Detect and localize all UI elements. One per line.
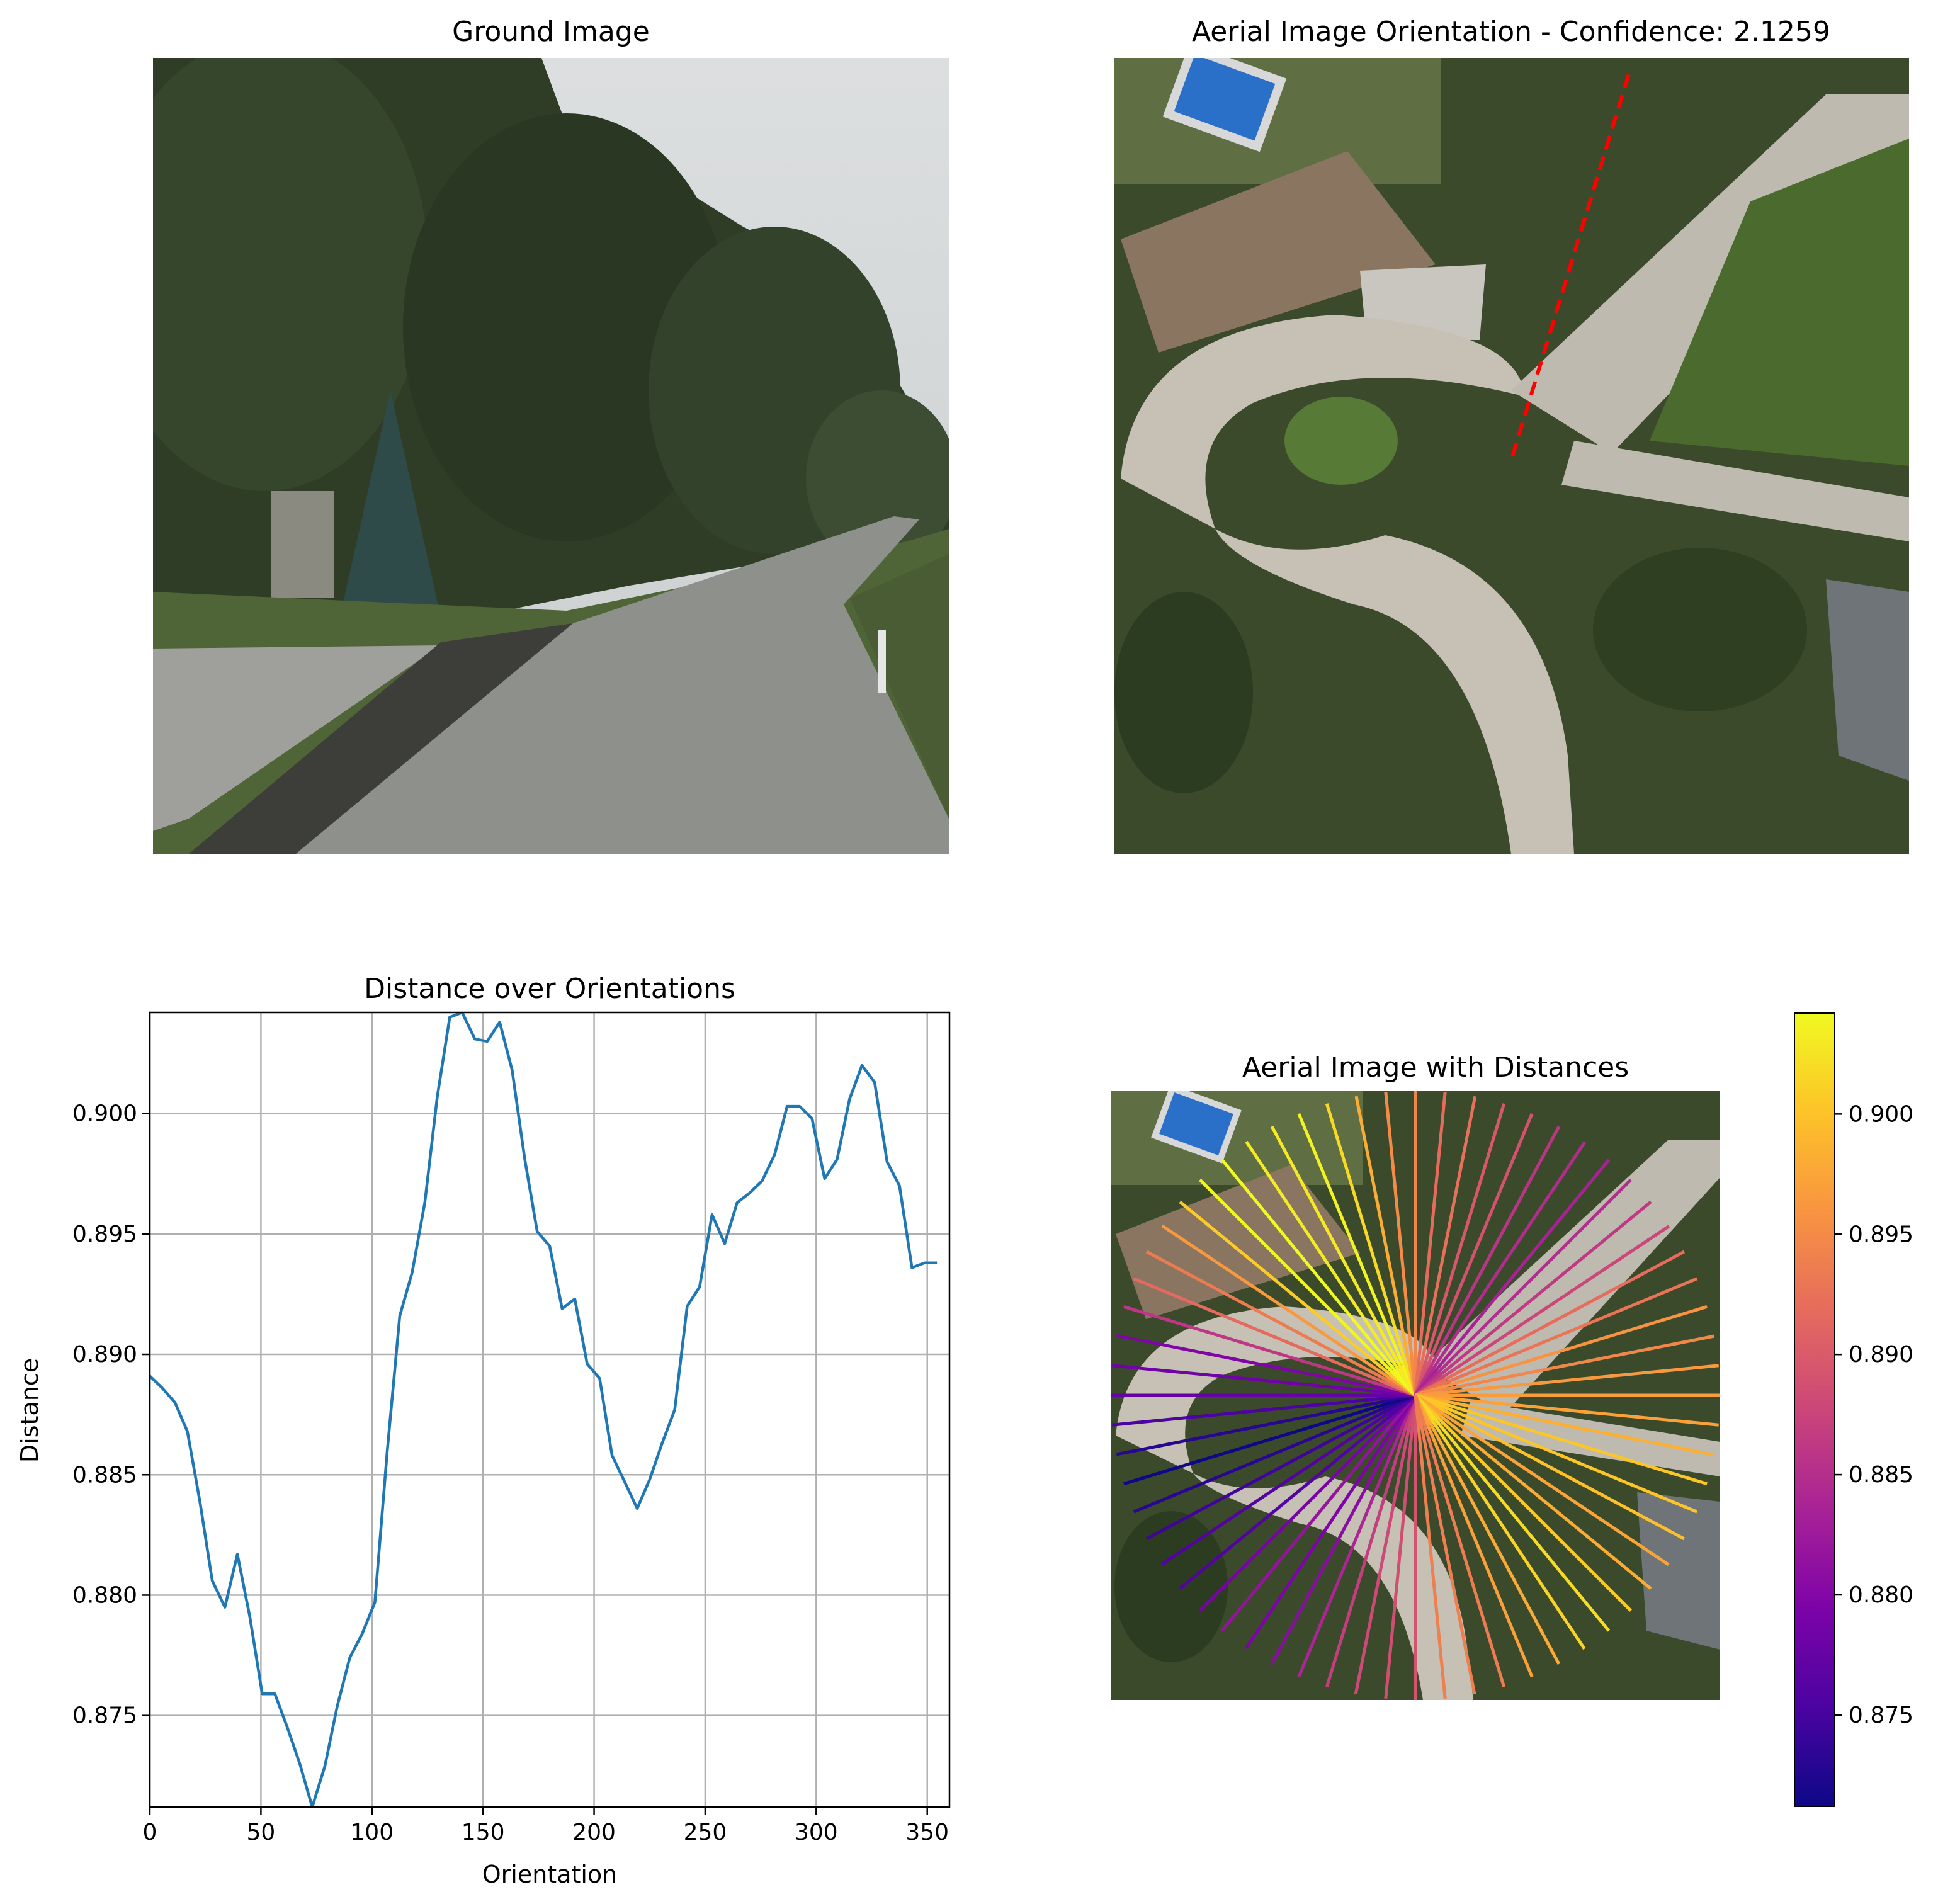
y-tick-label: 0.880 [72, 1582, 137, 1608]
distance-ray [1414, 1103, 1506, 1396]
y-tick-label: 0.890 [72, 1342, 137, 1368]
y-axis-label: Distance [16, 1358, 43, 1463]
y-axis-ticks: 0.875 0.880 0.885 0.890 0.895 0.900 [72, 1101, 150, 1729]
distance-ray [1116, 1393, 1416, 1456]
distance-ray [1414, 1395, 1506, 1687]
distance-ray [1179, 1200, 1417, 1397]
aerial-distances-title: Aerial Image with Distances [1242, 1051, 1629, 1084]
distance-ray [1415, 1393, 1708, 1486]
colorbar-tick-label: 0.900 [1849, 1101, 1913, 1127]
distance-ray [1354, 1395, 1417, 1695]
distance-ray [1415, 1393, 1719, 1427]
distance-ray [1414, 1394, 1632, 1612]
ground-image [153, 58, 949, 854]
distance-ray [1384, 1092, 1417, 1396]
distance-ray [1145, 1250, 1417, 1397]
colorbar-tick-label: 0.880 [1849, 1582, 1913, 1608]
x-axis-label: Orientation [482, 1861, 618, 1888]
distance-ray [1161, 1224, 1417, 1397]
distance-ray [1414, 1092, 1447, 1396]
colorbar-tick-label: 0.875 [1849, 1703, 1913, 1728]
distance-ray [1325, 1103, 1417, 1396]
distance-ray [1244, 1394, 1417, 1650]
colorbar-tick-label: 0.895 [1849, 1221, 1913, 1247]
x-tick-label: 50 [246, 1820, 275, 1845]
chart-grid [149, 1012, 949, 1807]
x-tick-label: 250 [684, 1820, 727, 1845]
aerial-image-title: Aerial Image Orientation - Confidence: 2… [1192, 16, 1830, 48]
y-tick-label: 0.885 [72, 1462, 137, 1488]
distance-ray [1414, 1395, 1447, 1699]
x-tick-label: 150 [462, 1820, 505, 1845]
distance-ray [1415, 1305, 1708, 1397]
plot-frame [149, 1011, 951, 1808]
distance-ray [1297, 1113, 1417, 1396]
distance-ray [1414, 1393, 1670, 1567]
ground-image-title: Ground Image [452, 16, 650, 48]
colorbar [1794, 1012, 1835, 1807]
distance-ray [1415, 1393, 1715, 1457]
distance-ray [1199, 1179, 1417, 1397]
x-tick-label: 0 [143, 1820, 157, 1845]
x-tick-label: 350 [905, 1820, 949, 1845]
aerial-image [1114, 58, 1909, 854]
distance-ray [1415, 1393, 1698, 1514]
distance-ray [1414, 1393, 1686, 1541]
distance-ray [1414, 1394, 1561, 1665]
distance-series-line [150, 1012, 938, 1807]
distance-ray [1133, 1393, 1416, 1514]
distance-ray [1325, 1395, 1417, 1687]
distance-ray [1414, 1113, 1534, 1396]
y-tick-label: 0.900 [72, 1101, 137, 1127]
distance-ray [1414, 1394, 1586, 1650]
distance-ray [1415, 1334, 1715, 1397]
distance-ray [1414, 1394, 1652, 1590]
distance-ray [1414, 1395, 1534, 1678]
distance-ray [1270, 1394, 1417, 1665]
distance-ray [1220, 1159, 1417, 1397]
colorbar-ticks: 0.875 0.880 0.885 0.890 0.895 0.900 [1835, 1101, 1913, 1728]
distance-ray [1123, 1393, 1416, 1486]
distance-ray [1415, 1364, 1719, 1397]
distance-ray [1414, 1159, 1611, 1397]
x-axis-ticks: 0 50 100 150 200 250 300 350 [143, 1807, 949, 1845]
distance-ray [1297, 1395, 1417, 1678]
colorbar-tick-label: 0.890 [1849, 1342, 1913, 1368]
x-tick-label: 100 [350, 1820, 394, 1845]
distance-ray [1414, 1200, 1652, 1397]
distance-ray [1354, 1096, 1417, 1396]
distance-ray [1270, 1125, 1417, 1397]
distance-ray [1133, 1277, 1416, 1397]
colorbar-tick-label: 0.885 [1849, 1462, 1913, 1488]
distance-ray [1245, 1140, 1417, 1397]
distance-ray [1414, 1394, 1611, 1632]
distance-ray [1199, 1394, 1417, 1612]
distance-ray [1414, 1179, 1632, 1397]
orientation-marker [1510, 73, 1631, 457]
distance-ray [1414, 1225, 1670, 1397]
distance-ray [1414, 1395, 1476, 1695]
distance-rays [1111, 1091, 1720, 1700]
distance-ray [1123, 1305, 1416, 1397]
distance-ray [1220, 1394, 1417, 1632]
distance-ray [1384, 1395, 1417, 1699]
distance-ray [1112, 1393, 1416, 1427]
distance-ray [1414, 1096, 1477, 1396]
distance-ray [1112, 1364, 1416, 1397]
distance-ray [1145, 1393, 1417, 1541]
distance-ray [1414, 1141, 1587, 1397]
y-tick-label: 0.895 [72, 1221, 137, 1247]
chart-title: Distance over Orientations [364, 973, 735, 1005]
distance-ray [1160, 1393, 1417, 1566]
distance-ray [1415, 1277, 1698, 1397]
x-tick-label: 200 [572, 1820, 616, 1845]
distance-ray [1414, 1250, 1686, 1397]
y-tick-label: 0.875 [72, 1703, 137, 1729]
distance-ray [1414, 1125, 1561, 1397]
distance-ray [1116, 1334, 1416, 1397]
x-tick-label: 300 [795, 1820, 838, 1845]
distance-ray [1179, 1394, 1417, 1590]
